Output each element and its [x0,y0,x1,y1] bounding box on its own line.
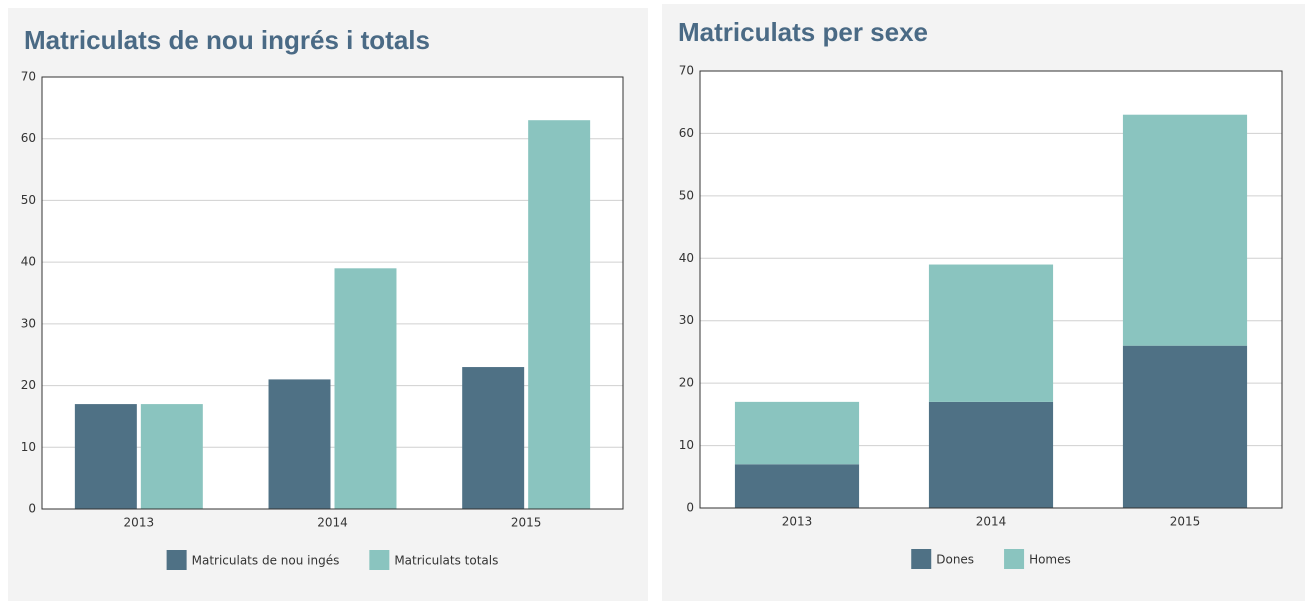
legend-label: Dones [936,553,974,567]
y-tick-label: 10 [21,440,36,454]
legend-label: Homes [1029,553,1071,567]
legend-swatch [369,550,390,570]
y-tick-label: 10 [679,438,694,452]
y-tick-label: 70 [679,64,694,78]
bar-segment [928,264,1054,402]
y-tick-label: 60 [679,126,694,140]
y-tick-label: 20 [679,376,694,390]
x-tick-label: 2015 [511,516,542,530]
plot-border [41,76,624,510]
y-tick-label: 50 [21,193,36,207]
plot-area [42,77,623,509]
legend-swatch [911,549,932,569]
x-tick-label: 2014 [976,515,1007,529]
y-tick-label: 0 [686,501,694,515]
y-tick-label: 30 [21,316,36,330]
x-tick-label: 2014 [317,516,348,530]
y-tick-label: 50 [679,188,694,202]
bar-segment [734,464,860,508]
y-tick-label: 70 [21,70,36,84]
legend-swatch [1004,549,1025,569]
plot-border [699,70,1283,509]
bar-segment [1122,345,1248,508]
x-tick-label: 2015 [1170,515,1201,529]
bar-segment [1122,114,1248,346]
bar [528,120,591,509]
bar-segment [734,401,860,465]
legend-label: Matriculats de nou ingés [192,554,340,568]
y-tick-label: 40 [679,251,694,265]
x-tick-label: 2013 [124,516,155,530]
y-tick-label: 30 [679,313,694,327]
y-tick-label: 40 [21,255,36,269]
bar [462,367,525,509]
chart-title: Matriculats de nou ingrés i totals [24,25,430,55]
legend-label: Matriculats totals [394,554,498,568]
bar [140,404,203,509]
bar [268,379,331,509]
legend-swatch [166,550,187,570]
y-tick-label: 60 [21,131,36,145]
y-tick-label: 0 [28,502,36,516]
chart-title: Matriculats per sexe [678,17,928,47]
y-tick-label: 20 [21,378,36,392]
bar [74,404,137,509]
bar [334,268,397,509]
bar-segment [928,401,1054,508]
x-tick-label: 2013 [782,515,813,529]
